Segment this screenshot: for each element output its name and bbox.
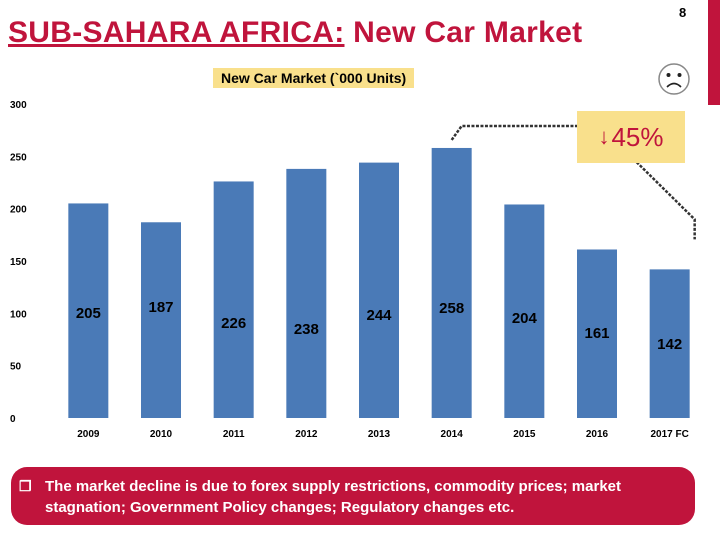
x-tick-label: 2012 — [295, 429, 318, 440]
x-tick-label: 2010 — [150, 429, 173, 440]
x-tick-label: 2013 — [368, 429, 391, 440]
x-tick-label: 2016 — [586, 429, 609, 440]
bar — [431, 147, 472, 418]
title-rest: New Car Market — [344, 16, 583, 49]
title-region: SUB-SAHARA AFRICA: — [8, 16, 345, 49]
chart-title: New Car Market (`000 Units) — [213, 68, 415, 88]
data-label: 204 — [512, 310, 538, 327]
note-box: ❒ The market decline is due to forex sup… — [11, 467, 695, 525]
bar — [504, 204, 545, 418]
bar — [141, 222, 181, 418]
bar — [649, 269, 690, 418]
bullet-icon: ❒ — [19, 478, 32, 494]
y-tick-label: 300 — [10, 100, 27, 111]
y-tick-label: 0 — [10, 414, 16, 425]
note-text: The market decline is due to forex suppl… — [45, 478, 622, 516]
bar — [577, 249, 617, 418]
bar — [286, 168, 327, 418]
data-label: 142 — [657, 336, 682, 353]
data-label: 205 — [76, 305, 101, 322]
x-tick-label: 2009 — [77, 429, 100, 440]
y-tick-label: 200 — [10, 205, 27, 216]
data-label: 187 — [148, 299, 173, 316]
page-number: 8 — [679, 5, 687, 20]
y-tick-label: 150 — [10, 257, 27, 268]
bar — [359, 162, 399, 418]
bar — [68, 203, 109, 418]
bar — [213, 181, 254, 418]
decline-percent: 45% — [611, 121, 664, 152]
y-tick-label: 100 — [10, 309, 27, 320]
data-label: 238 — [294, 321, 319, 338]
decline-badge: ↓ 45% — [577, 111, 685, 163]
down-arrow-icon: ↓ — [598, 124, 610, 149]
data-label: 244 — [366, 307, 392, 324]
data-label: 258 — [439, 300, 464, 317]
x-tick-label: 2017 FC — [650, 429, 688, 440]
x-tick-label: 2015 — [513, 429, 536, 440]
x-tick-label: 2014 — [441, 429, 464, 440]
y-tick-label: 50 — [10, 362, 22, 373]
accent-side-bar — [708, 0, 720, 105]
data-label: 161 — [584, 325, 609, 342]
x-tick-label: 2011 — [223, 429, 245, 440]
bar-chart: 0 50 100 150 200 250 300 205 2009 187 2010 226 2011 2… — [10, 100, 696, 440]
page-title: SUB-SAHARA AFRICA: New Car Market — [8, 16, 582, 50]
sad-face-icon — [658, 63, 690, 95]
y-tick-label: 250 — [10, 152, 27, 163]
data-label: 226 — [221, 315, 246, 332]
